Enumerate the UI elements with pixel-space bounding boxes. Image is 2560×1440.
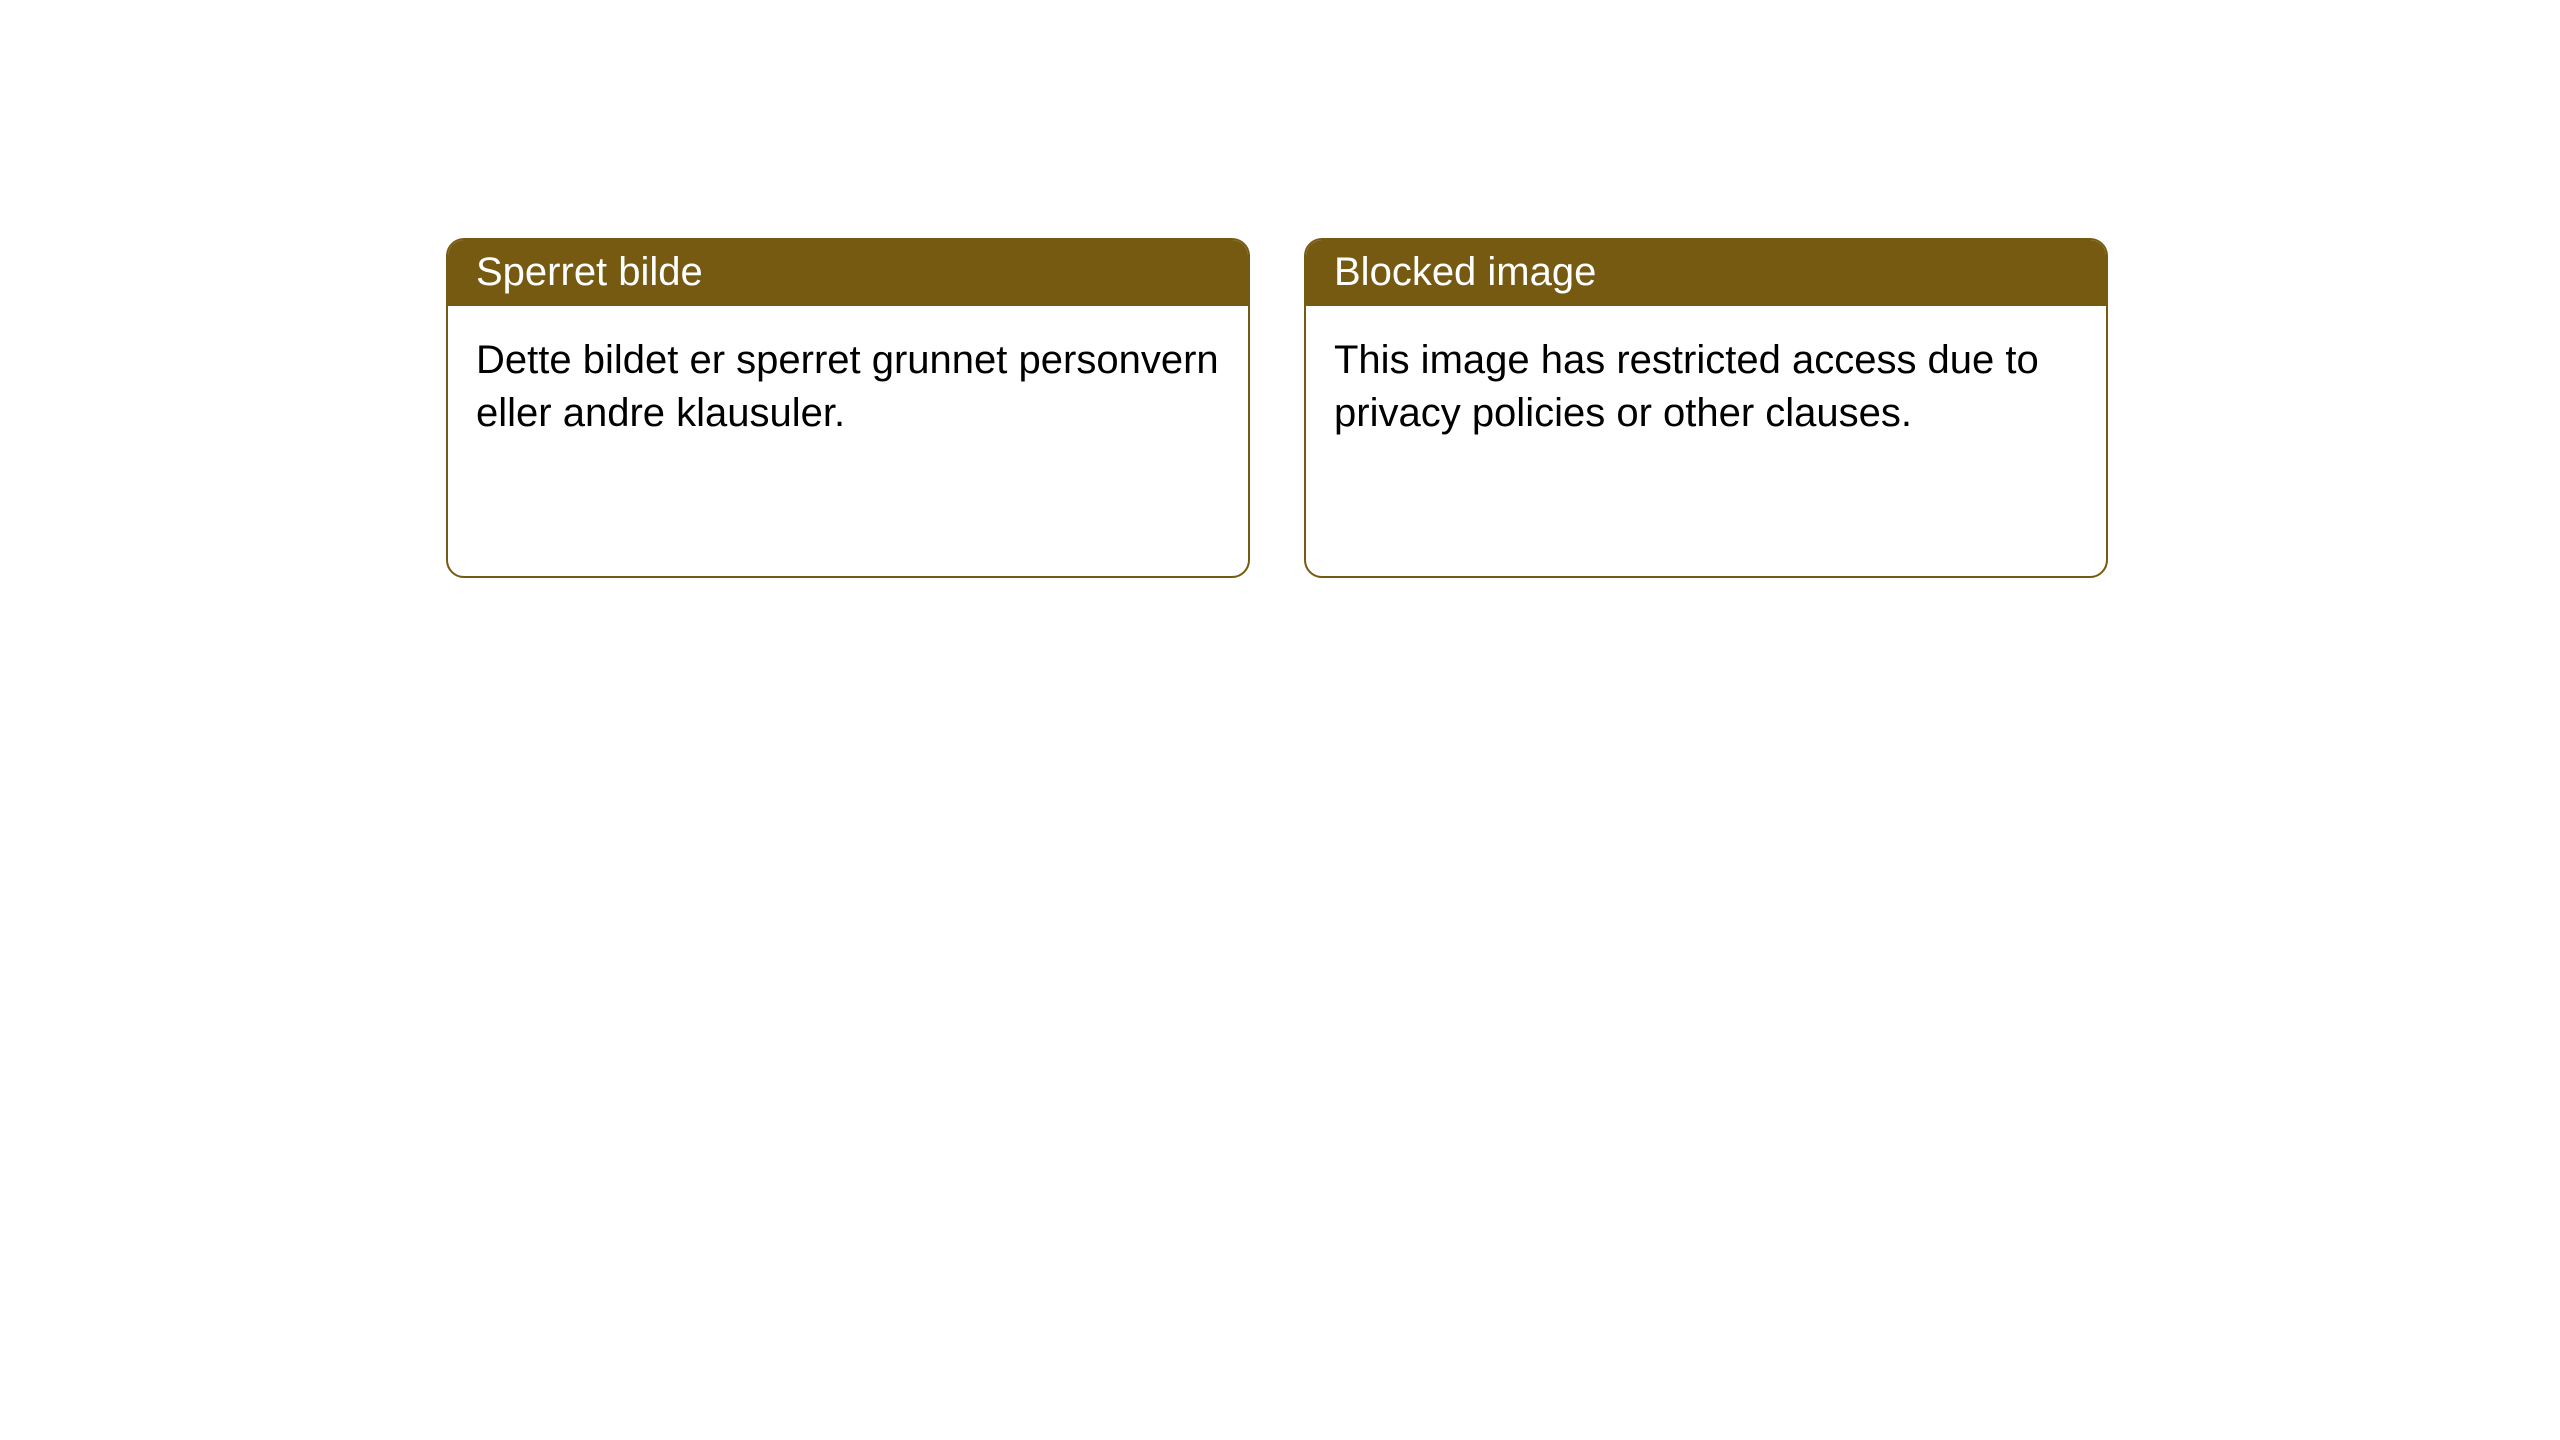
notice-body-norwegian: Dette bildet er sperret grunnet personve… <box>448 306 1248 468</box>
notice-card-norwegian: Sperret bilde Dette bildet er sperret gr… <box>446 238 1250 578</box>
notice-container: Sperret bilde Dette bildet er sperret gr… <box>0 0 2560 578</box>
notice-body-english: This image has restricted access due to … <box>1306 306 2106 468</box>
notice-card-english: Blocked image This image has restricted … <box>1304 238 2108 578</box>
notice-title-english: Blocked image <box>1306 240 2106 306</box>
notice-title-norwegian: Sperret bilde <box>448 240 1248 306</box>
